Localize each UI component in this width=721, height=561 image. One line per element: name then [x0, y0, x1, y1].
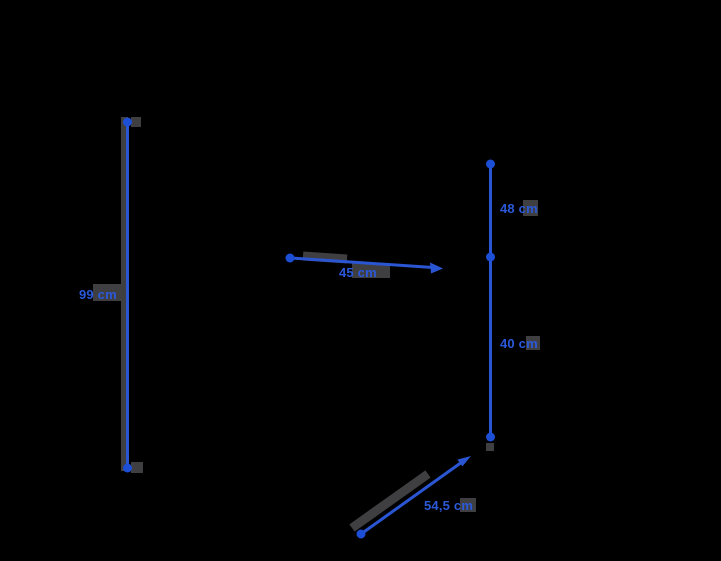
right-segment-bottom-highlight-square: [486, 443, 494, 451]
middle-arrowhead: [430, 262, 443, 274]
right-bottom-label-highlight-box: [526, 336, 540, 350]
left-label-highlight-box: [93, 284, 124, 301]
diagonal-arrowhead: [457, 456, 471, 467]
middle-label-highlight-box: [352, 263, 390, 278]
left-segment-top-point: [123, 117, 132, 127]
middle-arrow-start-point: [285, 253, 295, 263]
left-segment-bottom-point: [123, 463, 132, 473]
middle-horizontal-arrow-shaft: [290, 256, 434, 269]
diagonal-arrow-highlight: [349, 470, 431, 532]
left-segment-highlight: [121, 117, 128, 471]
left-segment-bottom-highlight-square: [131, 462, 143, 473]
right-segment-middle-point: [486, 252, 495, 262]
right-top-label-highlight-box: [523, 200, 538, 216]
right-top-segment-length-label: 48 cm: [500, 201, 538, 216]
right-segment-top-point: [486, 159, 495, 169]
right-bottom-segment-length-label: 40 cm: [500, 336, 538, 351]
right-segment-bottom-point: [486, 432, 495, 442]
diagonal-arrow-shaft: [360, 460, 463, 536]
left-segment-top-highlight-square: [131, 117, 141, 127]
diagonal-arrow-start-point: [356, 529, 366, 539]
middle-arrow-length-label: 45 cm: [339, 265, 377, 280]
diagonal-label-highlight-box: [460, 498, 476, 512]
middle-arrow-highlight: [302, 251, 348, 264]
diagonal-arrow-length-label: 54,5 cm: [424, 498, 474, 513]
left-segment-length-label: 99 cm: [79, 287, 117, 302]
